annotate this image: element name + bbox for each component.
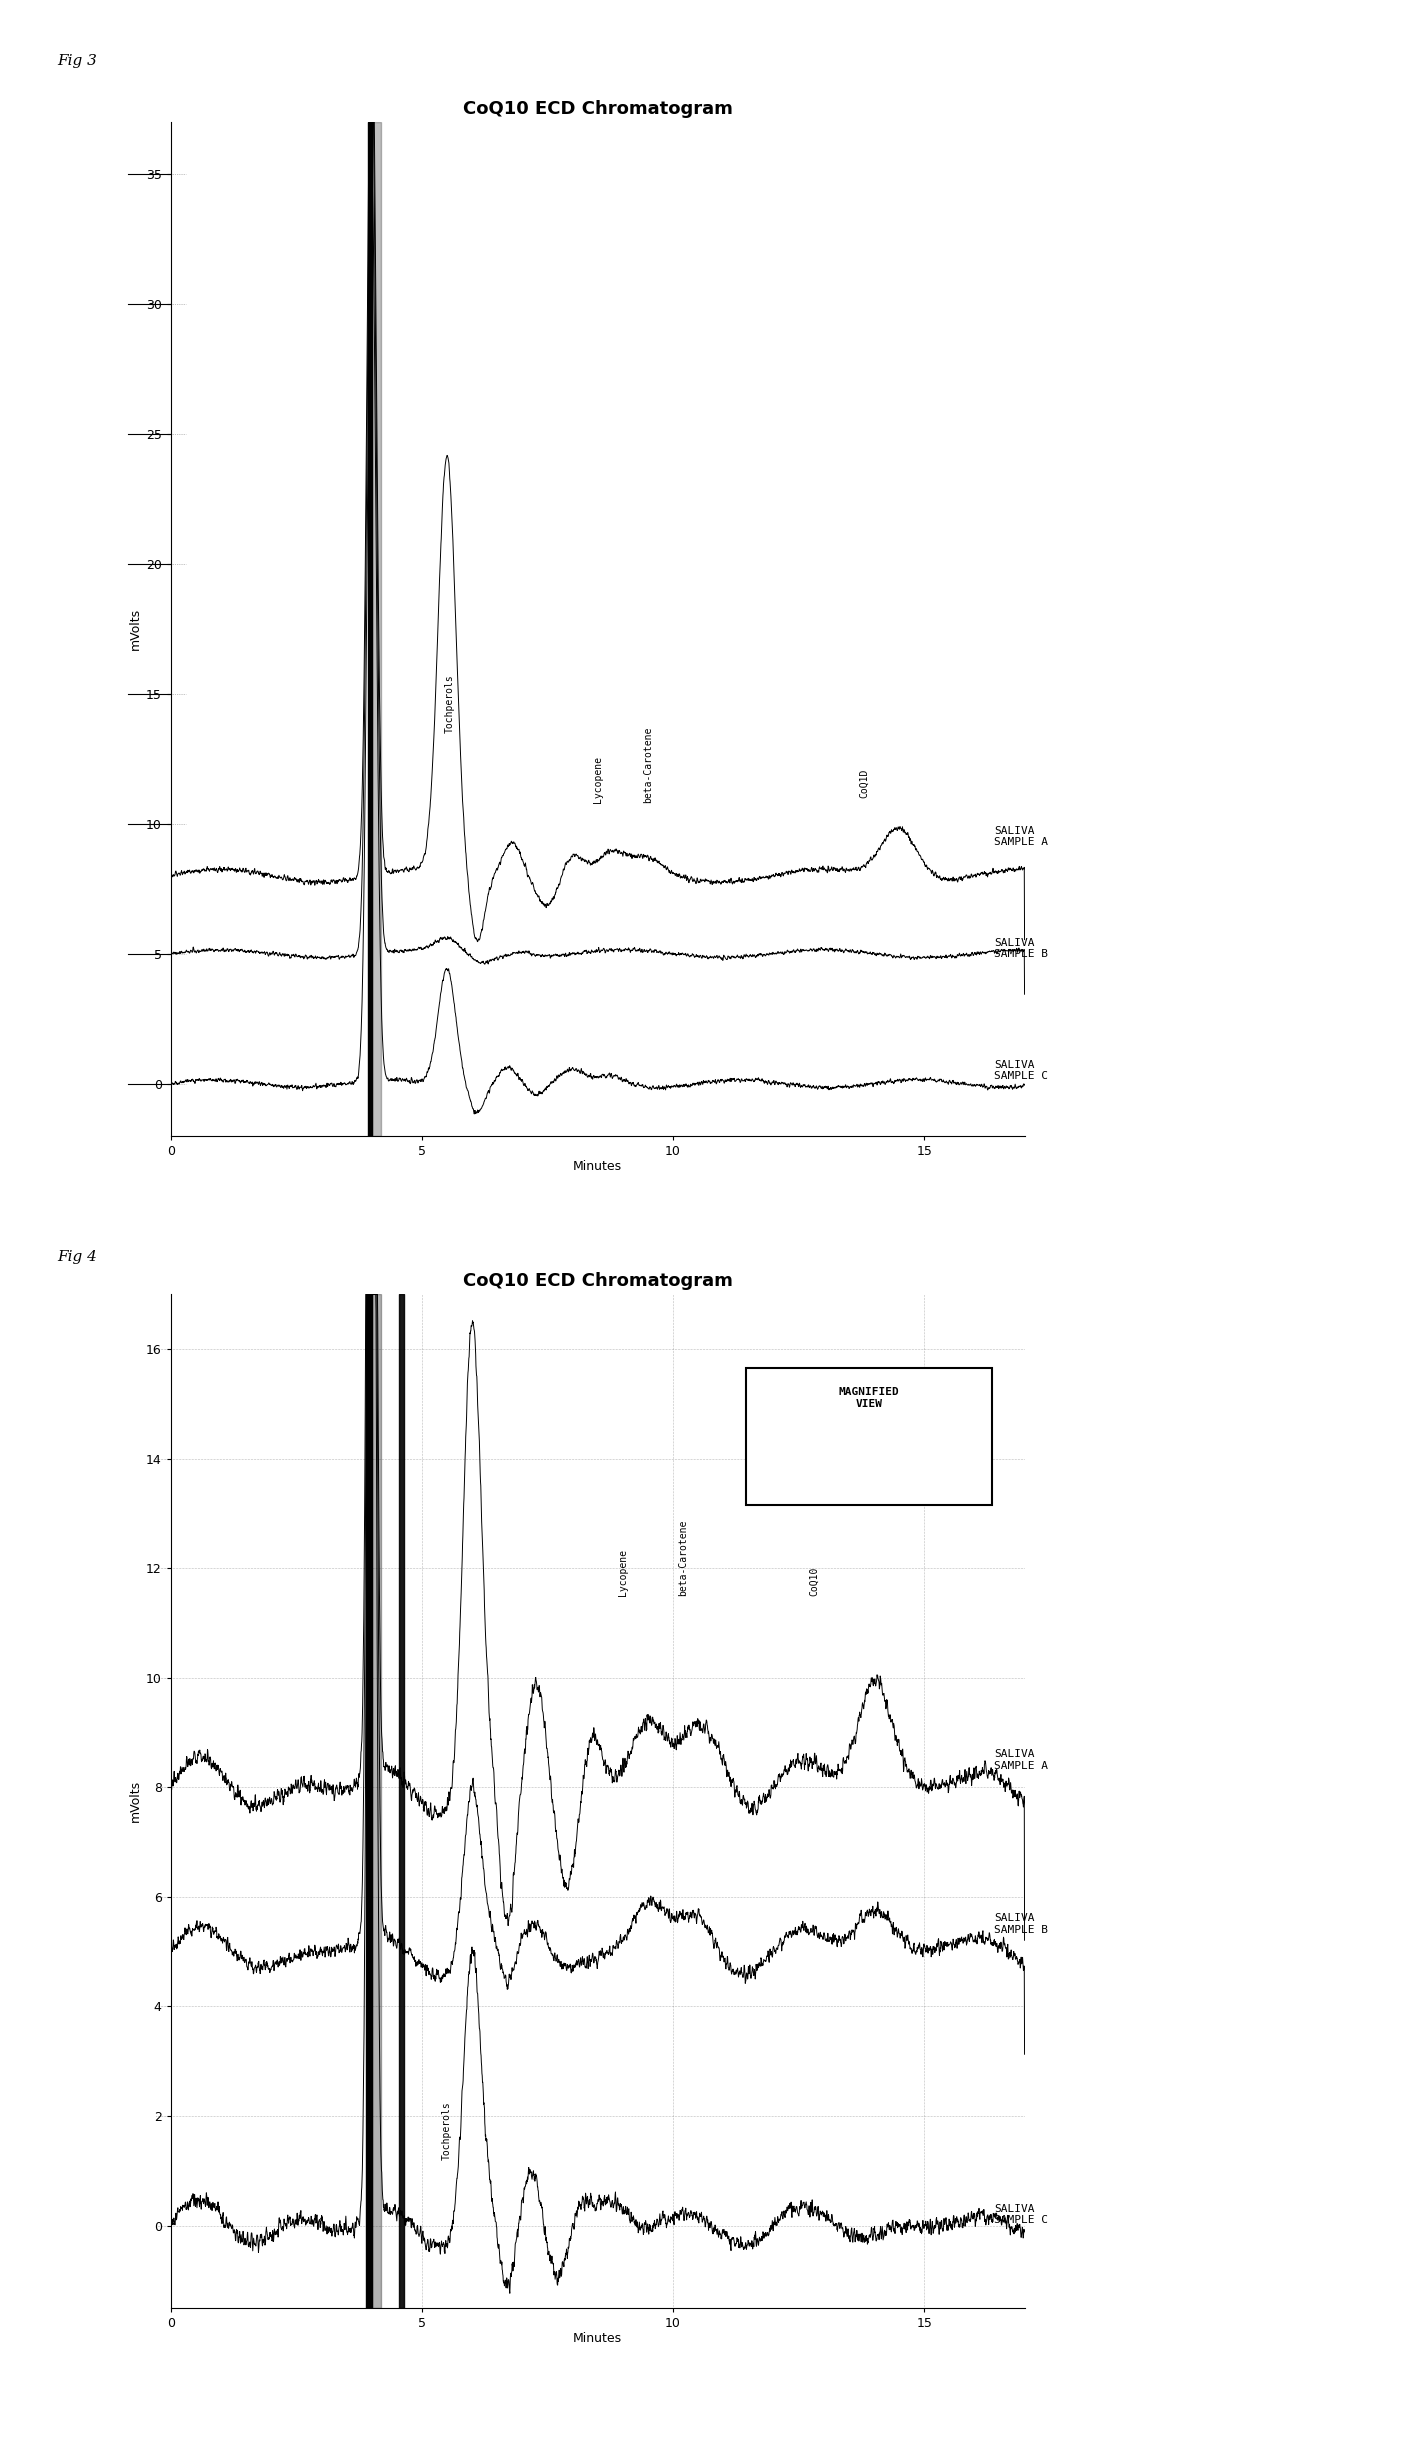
Bar	[367, 122, 371, 1136]
Text: SALIVA
SAMPLE B: SALIVA SAMPLE B	[995, 1915, 1049, 1934]
X-axis label: Minutes: Minutes	[573, 2332, 622, 2344]
Text: SALIVA
SAMPLE A: SALIVA SAMPLE A	[995, 825, 1049, 847]
Text: SALIVA
SAMPLE C: SALIVA SAMPLE C	[995, 2203, 1049, 2225]
Text: beta-Carotene: beta-Carotene	[643, 728, 653, 803]
Text: Tochperols: Tochperols	[444, 674, 454, 733]
FancyBboxPatch shape	[746, 1368, 992, 1504]
Bar	[371, 1294, 381, 2308]
Text: SALIVA
SAMPLE A: SALIVA SAMPLE A	[995, 1748, 1049, 1770]
Bar	[400, 1294, 404, 2308]
Text: CoQ1D: CoQ1D	[859, 769, 869, 799]
Y-axis label: mVolts: mVolts	[128, 1780, 142, 1822]
Text: Fig 4: Fig 4	[57, 1250, 97, 1265]
Y-axis label: mVolts: mVolts	[128, 608, 142, 650]
Text: Lycopene: Lycopene	[618, 1548, 628, 1595]
Text: Fig 3: Fig 3	[57, 54, 97, 68]
Bar	[366, 1294, 371, 2308]
Text: Lycopene: Lycopene	[592, 757, 603, 803]
X-axis label: Minutes: Minutes	[573, 1160, 622, 1172]
Text: SALIVA
SAMPLE B: SALIVA SAMPLE B	[995, 938, 1049, 960]
Text: beta-Carotene: beta-Carotene	[677, 1519, 689, 1595]
Text: Tochperols: Tochperols	[443, 2100, 453, 2159]
Title: CoQ10 ECD Chromatogram: CoQ10 ECD Chromatogram	[462, 1272, 733, 1289]
Title: CoQ10 ECD Chromatogram: CoQ10 ECD Chromatogram	[462, 100, 733, 117]
Text: SALIVA
SAMPLE C: SALIVA SAMPLE C	[995, 1060, 1049, 1082]
Text: CoQ10: CoQ10	[808, 1565, 818, 1595]
Bar	[371, 122, 381, 1136]
Text: MAGNIFIED
VIEW: MAGNIFIED VIEW	[838, 1387, 899, 1409]
